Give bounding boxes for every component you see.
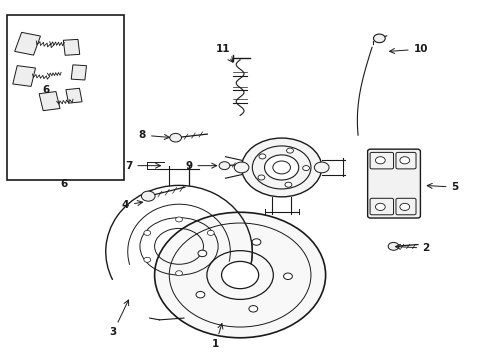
Circle shape — [219, 162, 230, 170]
FancyBboxPatch shape — [368, 149, 420, 218]
Circle shape — [207, 230, 214, 235]
Circle shape — [400, 157, 410, 164]
Text: 9: 9 — [185, 161, 217, 171]
Circle shape — [284, 273, 293, 279]
Circle shape — [249, 306, 258, 312]
Circle shape — [303, 166, 310, 171]
Circle shape — [170, 134, 181, 142]
Text: 5: 5 — [427, 182, 459, 192]
Text: 8: 8 — [139, 130, 170, 140]
Circle shape — [252, 239, 261, 245]
Circle shape — [273, 161, 291, 174]
Circle shape — [196, 292, 205, 298]
Circle shape — [375, 203, 385, 211]
Text: 1: 1 — [212, 324, 223, 349]
Circle shape — [400, 203, 410, 211]
Text: 6: 6 — [42, 85, 49, 95]
Text: 7: 7 — [125, 161, 161, 171]
FancyBboxPatch shape — [396, 198, 416, 215]
Circle shape — [242, 138, 322, 197]
Circle shape — [198, 250, 207, 257]
Circle shape — [265, 155, 299, 180]
Bar — [6, 15, 124, 180]
Polygon shape — [66, 88, 82, 103]
Polygon shape — [71, 65, 87, 80]
FancyBboxPatch shape — [370, 152, 393, 169]
Circle shape — [259, 154, 266, 159]
Circle shape — [315, 162, 329, 173]
Circle shape — [221, 261, 259, 289]
Circle shape — [388, 242, 399, 250]
Circle shape — [142, 191, 155, 201]
FancyBboxPatch shape — [370, 198, 393, 215]
FancyBboxPatch shape — [396, 152, 416, 169]
Text: 10: 10 — [390, 44, 428, 54]
Circle shape — [175, 217, 182, 222]
Text: 6: 6 — [61, 179, 68, 189]
Circle shape — [258, 175, 265, 180]
Text: 11: 11 — [216, 44, 233, 62]
Polygon shape — [39, 91, 60, 111]
Circle shape — [234, 162, 249, 173]
Polygon shape — [63, 39, 80, 55]
Polygon shape — [13, 66, 35, 86]
Circle shape — [375, 157, 385, 164]
Circle shape — [144, 257, 151, 262]
Text: 4: 4 — [122, 200, 143, 210]
Circle shape — [155, 212, 326, 338]
Polygon shape — [15, 32, 41, 55]
Circle shape — [285, 182, 292, 187]
Circle shape — [175, 271, 182, 276]
Text: 2: 2 — [395, 243, 429, 253]
Text: 3: 3 — [109, 300, 128, 337]
Circle shape — [373, 34, 385, 42]
Circle shape — [144, 230, 151, 235]
Circle shape — [287, 148, 294, 153]
